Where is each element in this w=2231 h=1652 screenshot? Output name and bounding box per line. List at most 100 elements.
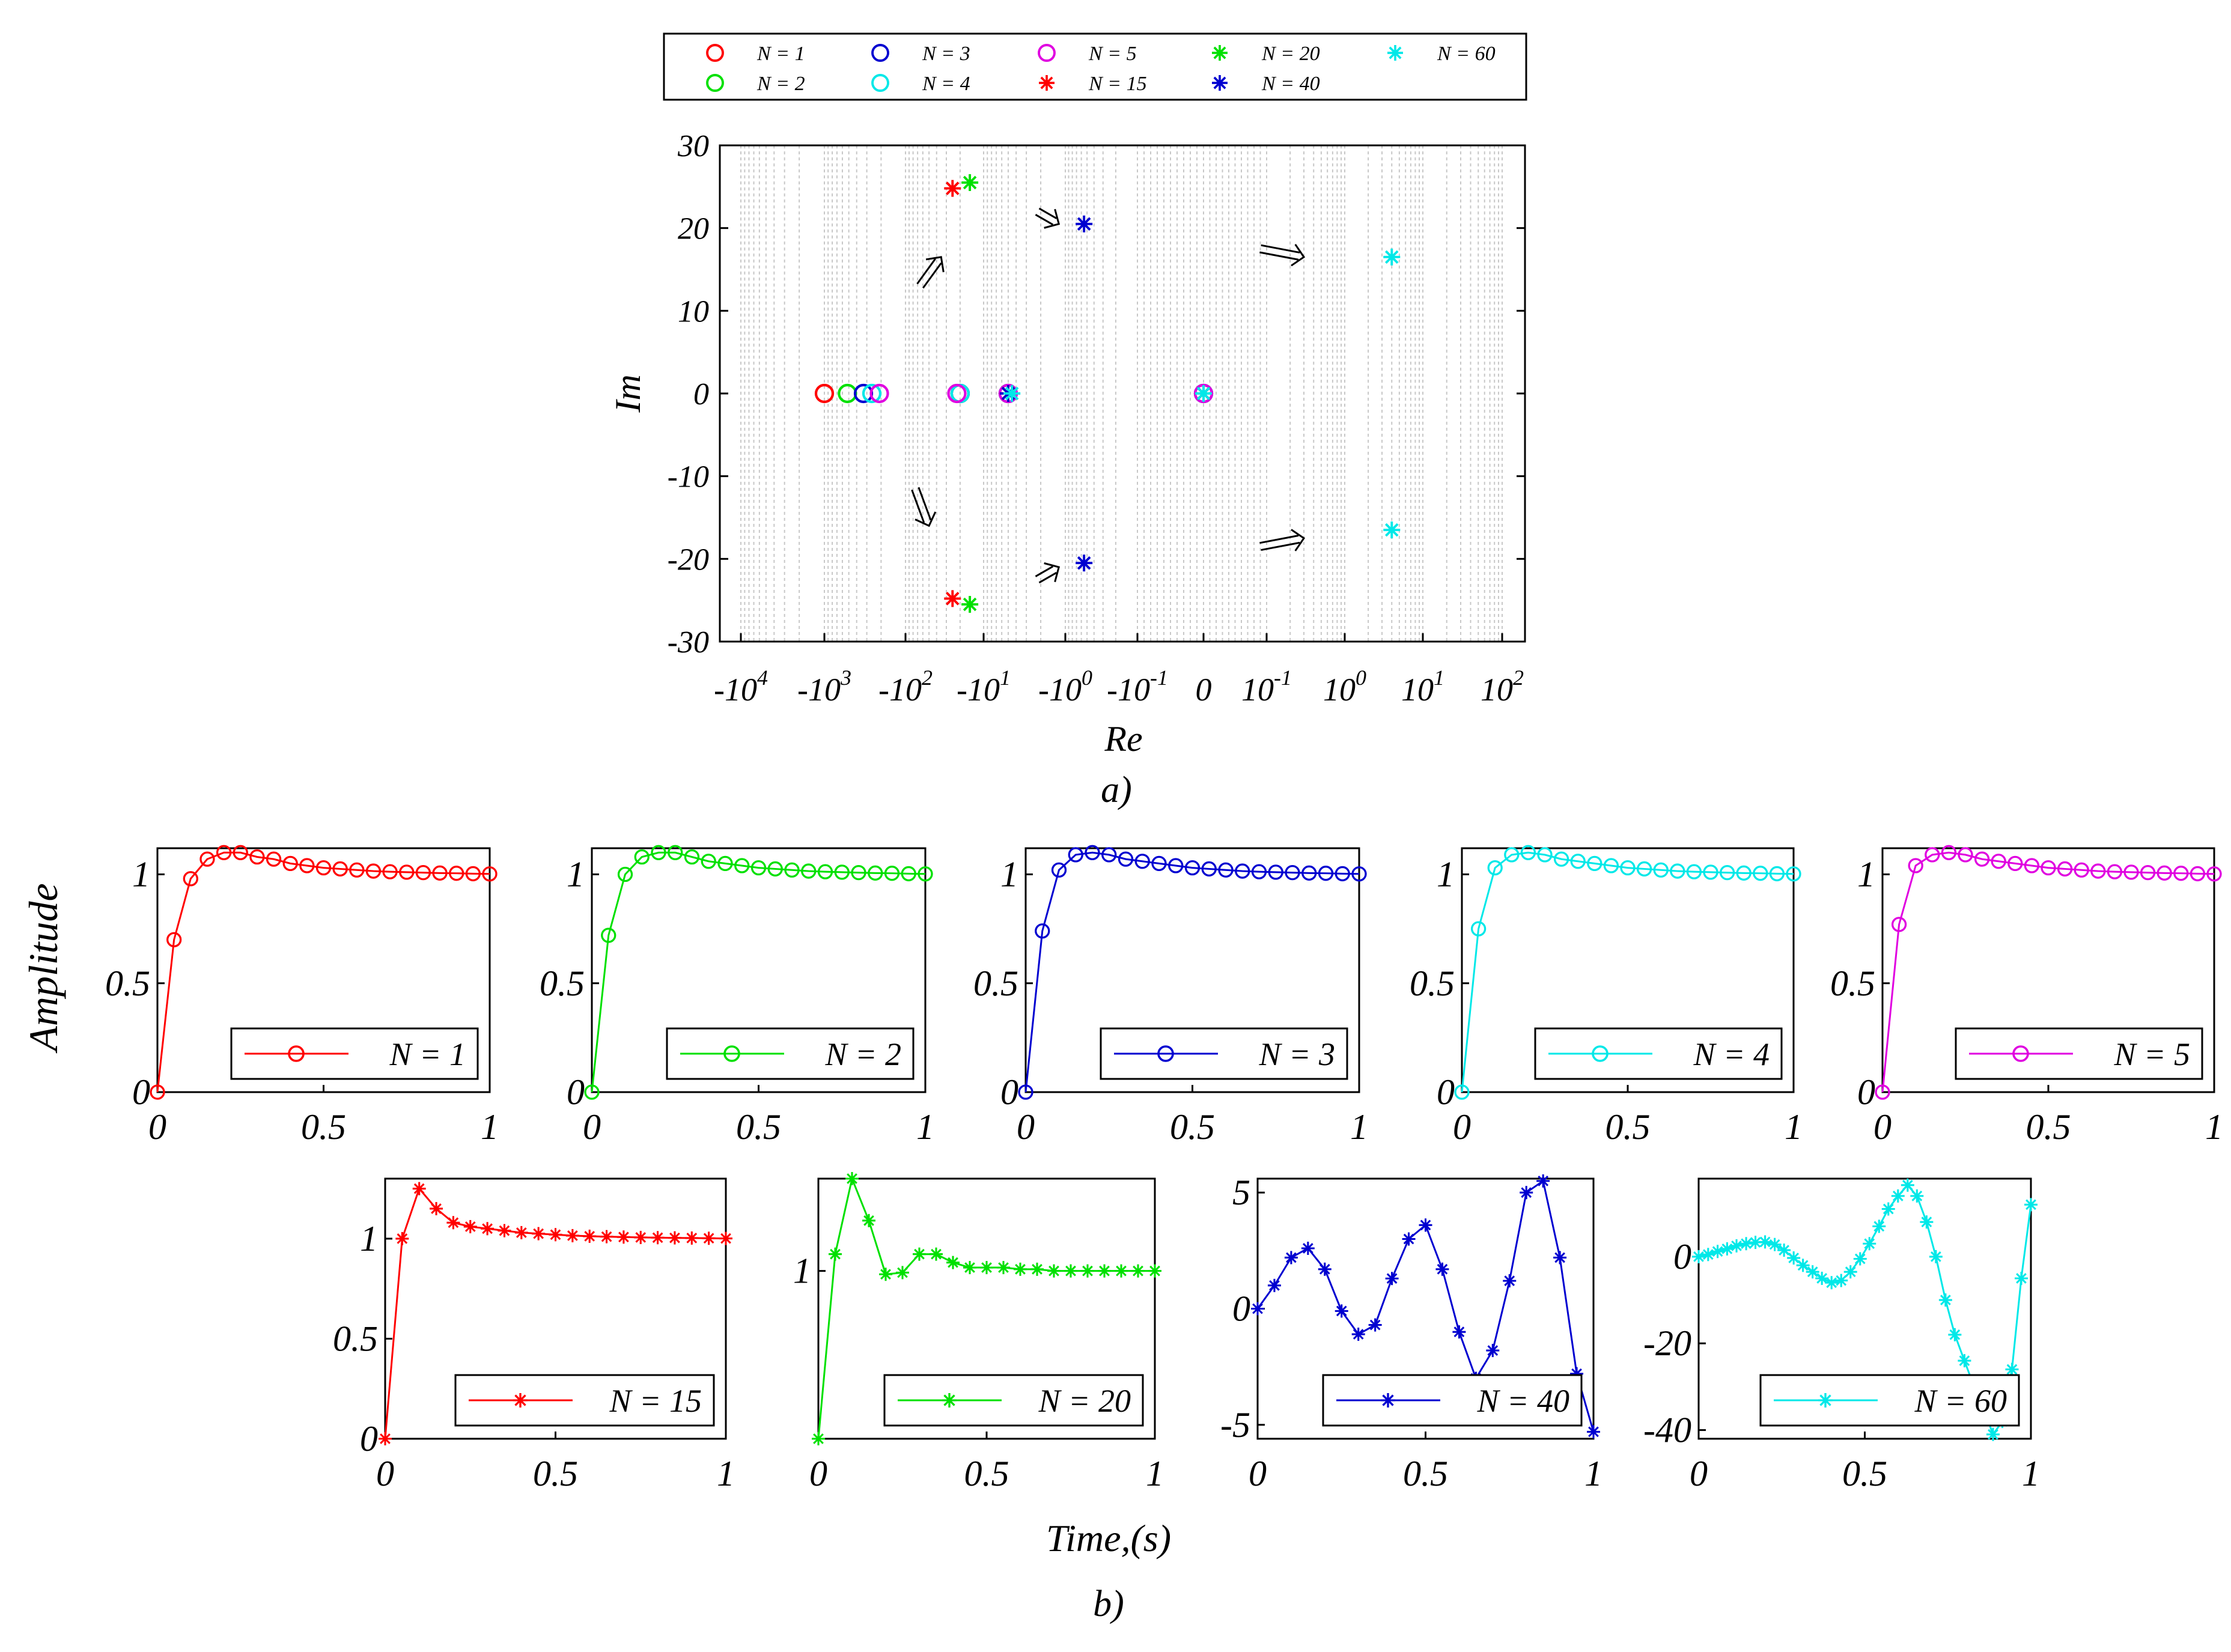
data-point xyxy=(216,845,232,860)
data-point xyxy=(1014,1262,1027,1276)
data-point xyxy=(1134,854,1150,869)
data-point xyxy=(1815,1271,1829,1285)
data-point xyxy=(2005,1362,2019,1376)
data-point xyxy=(1503,1274,1517,1288)
x-tick-label: 0 xyxy=(583,1107,601,1147)
pole-point xyxy=(1003,385,1021,402)
data-point xyxy=(884,866,900,881)
x-tick-label: -101 xyxy=(957,666,1011,708)
data-point xyxy=(449,866,464,881)
step-n1: 0 0.5 1 0 0.5 1 N = 1 xyxy=(105,845,499,1147)
data-point xyxy=(1351,866,1367,882)
y-axis-label: Im xyxy=(608,374,648,413)
x-tick-label: 101 xyxy=(1401,666,1444,708)
data-point xyxy=(1701,1248,1715,1262)
pole-point xyxy=(1076,215,1093,232)
x-tick-label: 0 xyxy=(148,1107,166,1147)
pole-point xyxy=(944,180,961,197)
legend-label: N = 15 xyxy=(1088,73,1147,95)
data-point xyxy=(1435,1262,1449,1276)
legend-marker xyxy=(2012,1045,2029,1062)
data-point xyxy=(2014,1271,2028,1285)
data-point xyxy=(2090,863,2106,879)
data-point xyxy=(2057,861,2073,877)
data-point xyxy=(2107,864,2123,879)
data-point xyxy=(1925,847,1940,863)
x-tick-label: 10-1 xyxy=(1241,666,1292,708)
data-point xyxy=(1454,1084,1470,1100)
shared-ylabel: Amplitude xyxy=(20,883,66,1054)
data-point xyxy=(465,866,481,882)
pole-point xyxy=(862,383,882,404)
x-tick-label: 1 xyxy=(1584,1454,1602,1493)
response-line xyxy=(1881,851,2215,1093)
pole-point xyxy=(1383,248,1401,266)
data-point xyxy=(1504,847,1520,863)
caption-a: a) xyxy=(1101,770,1132,810)
data-point xyxy=(1739,1237,1753,1251)
legend-marker xyxy=(513,1393,528,1408)
data-point xyxy=(399,864,415,880)
y-tick-label: -20 xyxy=(1643,1323,1691,1363)
data-point xyxy=(1910,1189,1924,1203)
data-point xyxy=(514,1225,528,1239)
data-point xyxy=(2074,862,2089,878)
data-point xyxy=(199,851,215,867)
step-n4: 0 0.5 1 0 0.5 1 N = 4 xyxy=(1410,845,1803,1147)
caption-b: b) xyxy=(1093,1584,1124,1624)
data-point xyxy=(1051,862,1067,878)
pole-point xyxy=(1195,385,1212,402)
x-tick-label: -102 xyxy=(878,666,933,708)
data-point xyxy=(879,1268,892,1281)
data-point xyxy=(1268,864,1283,880)
legend-label: N = 3 xyxy=(922,43,970,65)
x-tick-label: 0 xyxy=(1690,1454,1708,1493)
y-tick-label: -40 xyxy=(1643,1411,1691,1450)
x-tick-label: -103 xyxy=(797,666,851,708)
data-point xyxy=(1148,1264,1161,1278)
data-point xyxy=(1941,845,1957,860)
data-point xyxy=(801,863,817,879)
data-point xyxy=(750,860,767,876)
data-point xyxy=(1536,1174,1550,1188)
y-tick-label: 0.5 xyxy=(333,1319,378,1358)
y-tick-label: 20 xyxy=(678,212,709,246)
trend-arrow xyxy=(916,256,945,289)
y-tick-label: 0 xyxy=(1857,1072,1875,1112)
data-point xyxy=(1703,864,1718,880)
data-point xyxy=(382,864,398,879)
data-point xyxy=(1711,1245,1724,1259)
data-point xyxy=(1587,1425,1600,1439)
data-point xyxy=(415,864,431,881)
data-point xyxy=(896,1266,909,1280)
data-point xyxy=(1318,1262,1332,1276)
data-point xyxy=(1419,1218,1432,1232)
legend-marker xyxy=(288,1045,305,1062)
pole-point xyxy=(961,596,979,613)
legend-frame xyxy=(663,32,1527,101)
data-point xyxy=(997,1261,1010,1275)
y-tick-label: 0 xyxy=(132,1072,150,1112)
x-tick-label: 0.5 xyxy=(1606,1107,1651,1147)
y-tick-label: 1 xyxy=(793,1251,811,1291)
data-point xyxy=(565,1228,579,1242)
data-point xyxy=(1520,845,1536,860)
data-point xyxy=(315,860,332,876)
data-point xyxy=(1620,860,1636,876)
data-point xyxy=(1351,1328,1365,1341)
response-line xyxy=(1461,851,1794,1093)
data-point xyxy=(2190,866,2206,882)
data-point xyxy=(1958,847,1973,863)
trend-arrow xyxy=(1259,243,1306,267)
x-tick-label: -10-1 xyxy=(1107,666,1168,708)
data-point xyxy=(1863,1237,1876,1251)
data-point xyxy=(1470,921,1487,937)
y-tick-label: 1 xyxy=(567,855,585,894)
response-line xyxy=(1024,851,1360,1093)
data-point xyxy=(482,866,498,882)
data-point xyxy=(1603,858,1619,873)
pole-point xyxy=(814,383,835,404)
data-point xyxy=(365,863,382,879)
x-tick-label: 1 xyxy=(1350,1107,1368,1147)
